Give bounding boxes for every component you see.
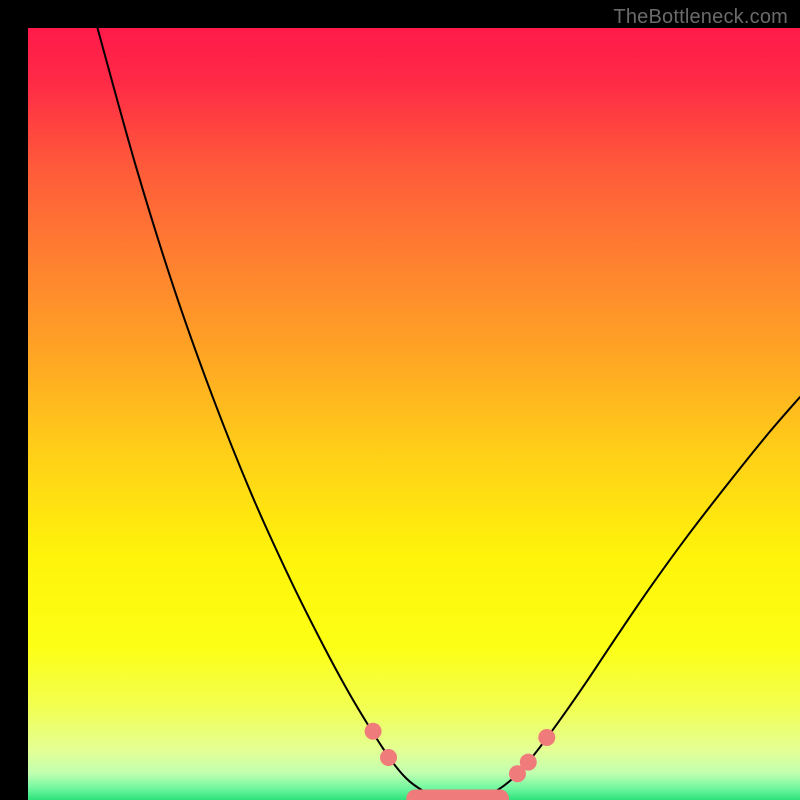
curve-marker (520, 754, 537, 771)
curve-marker (380, 749, 397, 766)
bottleneck-curve-chart (28, 28, 800, 800)
curve-marker (538, 729, 555, 746)
gradient-background (28, 28, 800, 800)
attribution-text: TheBottleneck.com (613, 6, 788, 29)
marker-bottom-bar (406, 789, 509, 800)
curve-marker (365, 723, 382, 740)
chart-frame: TheBottleneck.com (0, 0, 800, 800)
plot-area (28, 28, 800, 800)
